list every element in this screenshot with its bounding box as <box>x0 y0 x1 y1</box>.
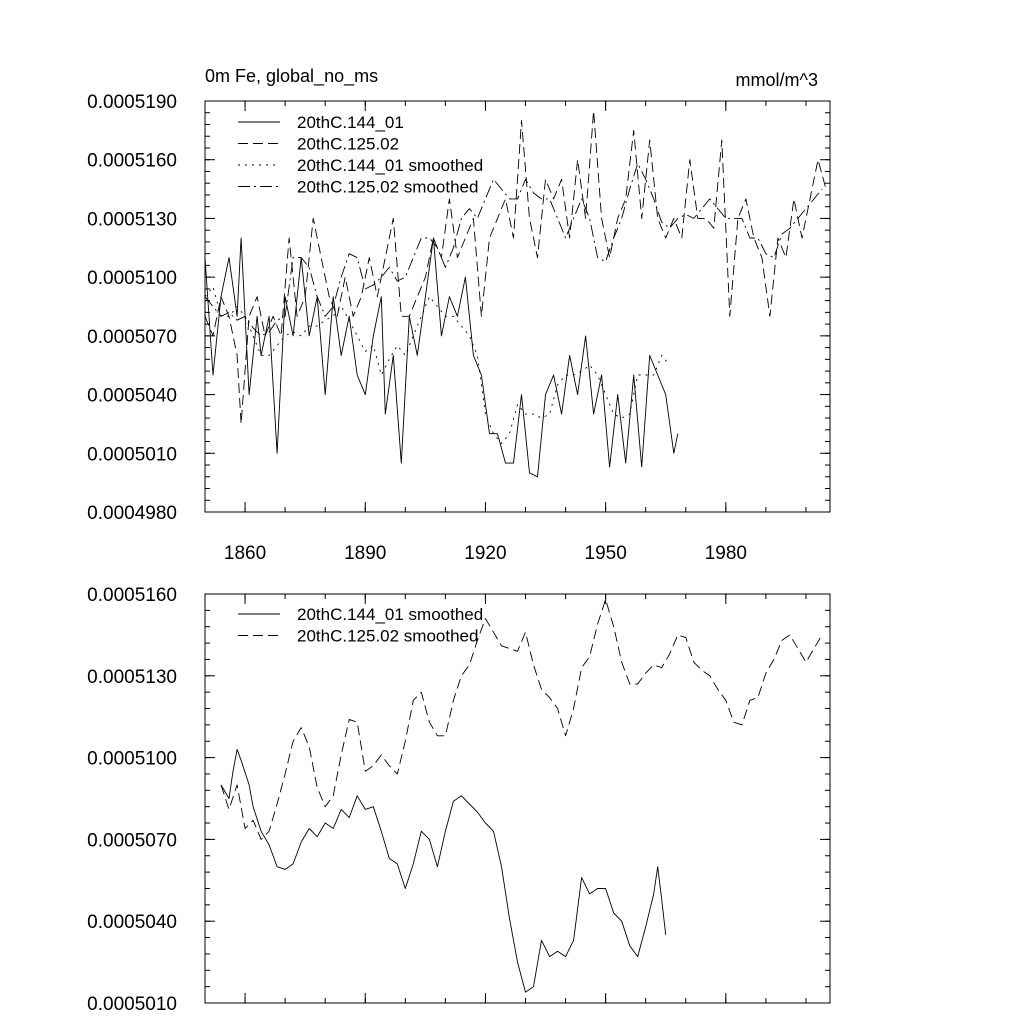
legend-label: 20thC.125.02 <box>297 135 399 154</box>
series-line-20thc-144-01 <box>204 237 679 478</box>
y-tick-label: 0.0005160 <box>87 585 177 606</box>
legend-label: 20thC.144_01 smoothed <box>297 156 483 175</box>
legend-label: 20thC.144_01 <box>297 113 404 132</box>
top-plot-frame <box>204 100 831 513</box>
series-line-20thc-144-01-smoothed <box>220 748 667 993</box>
series-line-20thc-125-02 <box>204 110 827 425</box>
y-tick-label: 0.0005130 <box>87 667 177 688</box>
legend-label: 20thC.144_01 smoothed <box>297 605 483 624</box>
bottom-series-group <box>220 599 823 993</box>
y-tick-label: 0.0005010 <box>87 994 177 1015</box>
legend-label: 20thC.125.02 smoothed <box>297 178 478 197</box>
y-tick-label: 0.0005070 <box>87 327 177 348</box>
y-tick-label: 0.0004980 <box>87 503 177 524</box>
series-line-20thc-144-01-smoothed <box>204 286 671 444</box>
x-tick-label: 1890 <box>344 543 386 564</box>
y-tick-label: 0.0005100 <box>87 268 177 289</box>
y-tick-label: 0.0005010 <box>87 444 177 465</box>
bottom-x-axis <box>204 594 807 1003</box>
top-panel-units: mmol/m^3 <box>736 70 818 90</box>
bottom-y-axis: 0.0005010 0.0005040 0.0005070 0.0005100 0.00… <box>87 585 830 1015</box>
bottom-legend: 20thC.144_01 smoothed 20thC.125.02 smooth… <box>238 605 483 646</box>
top-panel-title: 0m Fe, global_no_ms <box>205 66 378 87</box>
bottom-panel: 0.0005010 0.0005040 0.0005070 0.0005100 0.00… <box>87 585 831 1015</box>
y-tick-label: 0.0005190 <box>87 92 177 113</box>
y-tick-label: 0.0005070 <box>87 830 177 851</box>
x-tick-label: 1860 <box>224 543 266 564</box>
y-tick-label: 0.0005040 <box>87 386 177 407</box>
top-panel: 0m Fe, global_no_ms mmol/m^3 0.00049800.… <box>87 66 831 564</box>
top-y-axis: 0.0004980 0.0005010 0.0005040 0.0005070 0.00… <box>87 92 830 524</box>
top-legend: 20thC.144_01 20thC.125.02 20thC.144_01 smo… <box>238 113 483 197</box>
series-line-20thc-125-02-smoothed <box>204 163 823 337</box>
x-tick-label: 1950 <box>585 543 627 564</box>
x-tick-label: 1980 <box>705 543 747 564</box>
legend-label: 20thC.125.02 smoothed <box>297 627 478 646</box>
top-series-group <box>204 110 827 478</box>
y-tick-label: 0.0005100 <box>87 749 177 770</box>
x-tick-label: 1920 <box>464 543 506 564</box>
series-line-20thc-125-02-smoothed <box>220 599 823 840</box>
y-tick-label: 0.0005130 <box>87 209 177 230</box>
y-tick-label: 0.0005040 <box>87 912 177 933</box>
top-x-axis: 1860 1890 1920 1950 1980 <box>204 101 807 564</box>
y-tick-label: 0.0005160 <box>87 151 177 172</box>
bottom-plot-frame <box>204 593 831 1004</box>
